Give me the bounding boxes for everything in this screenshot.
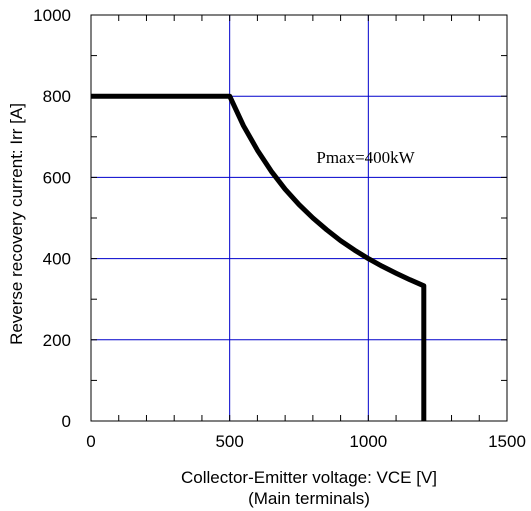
- y-tick-label: 400: [43, 250, 71, 269]
- y-tick-label: 1000: [33, 6, 71, 25]
- pmax-annotation: Pmax=400kW: [316, 148, 415, 167]
- x-tick-label: 0: [86, 432, 95, 451]
- y-tick-label: 800: [43, 87, 71, 106]
- x-tick-label: 500: [215, 432, 243, 451]
- series-layer: [91, 93, 427, 421]
- y-axis-label: Reverse recovery current: Irr [A]: [7, 103, 26, 345]
- y-tick-label: 0: [62, 412, 71, 431]
- y-tick-label: 200: [43, 331, 71, 350]
- x-axis-label-line2: (Main terminals): [248, 489, 370, 508]
- tick-labels: 0 500 1000 1500 0 200 400 600 800 1000: [33, 6, 526, 451]
- x-tick-label: 1500: [488, 432, 526, 451]
- minor-ticks: [90, 14, 508, 422]
- grid-lines: [91, 15, 507, 421]
- x-axis-label: Collector-Emitter voltage: VCE [V]: [181, 468, 437, 487]
- y-tick-label: 600: [43, 168, 71, 187]
- plot-frame: [90, 14, 508, 422]
- series-line: [91, 93, 427, 421]
- x-tick-label: 1000: [349, 432, 387, 451]
